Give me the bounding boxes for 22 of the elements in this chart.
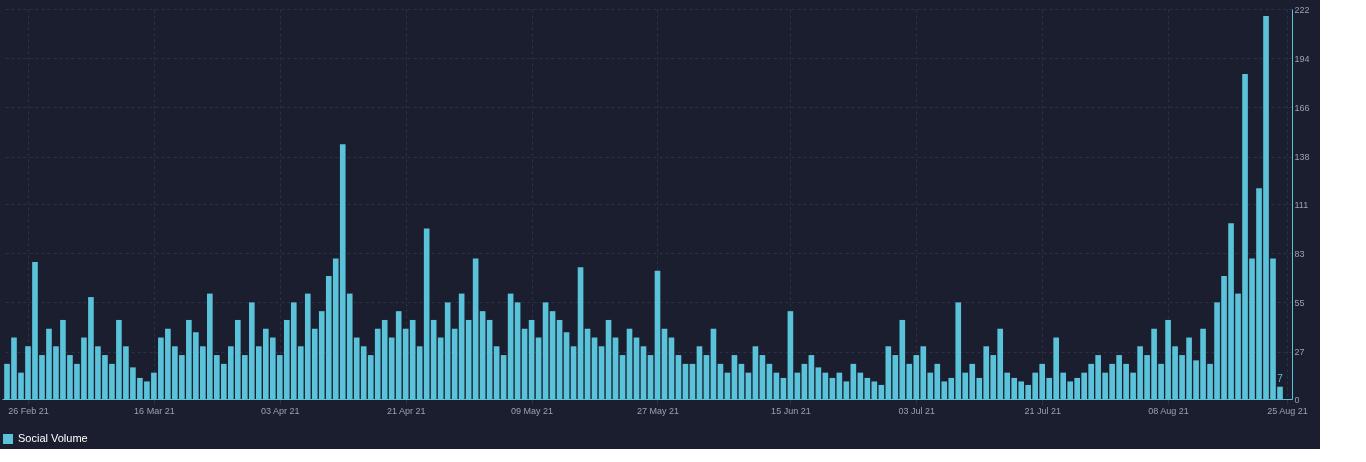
- x-tick-label: 21 Apr 21: [386, 405, 426, 416]
- y-tick-label: 27: [1294, 347, 1305, 358]
- x-tick-label: 21 Jul 21: [1024, 405, 1061, 416]
- y-tick-label: 0: [1294, 394, 1300, 405]
- x-tick-label: 03 Jul 21: [898, 405, 936, 416]
- x-tick-label: 09 May 21: [511, 405, 554, 416]
- y-tick-label: 166: [1294, 102, 1310, 113]
- x-tick-label: 16 Mar 21: [134, 405, 175, 416]
- x-tick-label: 27 May 21: [636, 405, 680, 416]
- x-tick-label: 25 Aug 21: [1267, 405, 1308, 416]
- y-tick-label: 222: [1294, 4, 1310, 15]
- x-tick-label: 03 Apr 21: [261, 405, 300, 416]
- legend-label: Social Volume: [18, 432, 88, 444]
- x-tick-label: 08 Aug 21: [1148, 405, 1189, 416]
- y-tick-label: 55: [1294, 297, 1305, 308]
- y-tick-label: 138: [1294, 152, 1310, 163]
- y-tick-label: 194: [1294, 53, 1310, 64]
- annotation: 7: [1277, 372, 1284, 384]
- x-tick-label: 15 Jun 21: [771, 405, 811, 416]
- y-tick-label: 83: [1294, 248, 1305, 259]
- y-tick-label: 111: [1294, 199, 1309, 210]
- x-tick-label: 26 Feb 21: [8, 405, 49, 416]
